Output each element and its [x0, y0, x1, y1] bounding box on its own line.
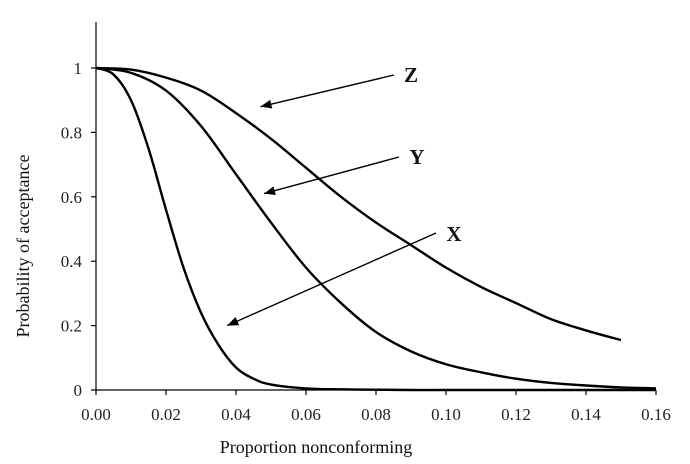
- curve-label-z: Z: [404, 63, 418, 87]
- arrowhead-x: [227, 317, 240, 326]
- y-tick-label: 0.6: [61, 188, 82, 207]
- y-tick-label: 0.2: [61, 317, 82, 336]
- tick-marks: 0.00 0.02 0.04 0.06 0.08 0.10 0.12 0.14 0.16 0 0.2…: [61, 59, 671, 424]
- x-tick-label: 0.12: [501, 405, 531, 424]
- x-tick-label: 0.06: [291, 405, 321, 424]
- x-tick-label: 0.04: [221, 405, 251, 424]
- x-tick-label: 0.16: [641, 405, 671, 424]
- x-tick-label: 0.08: [361, 405, 391, 424]
- y-tick-label: 0.8: [61, 123, 82, 142]
- arrow-z: [260, 74, 395, 108]
- y-tick-label: 0: [74, 381, 83, 400]
- curve-z: [95, 66, 622, 342]
- arrowhead-z: [260, 99, 273, 109]
- curves: [95, 66, 657, 392]
- y-tick-label: 1: [74, 59, 83, 78]
- curve-label-x: X: [446, 222, 461, 246]
- y-tick-label: 0.4: [61, 252, 83, 271]
- arrow-x: [226, 232, 437, 327]
- curve-x: [95, 66, 656, 392]
- y-axis-label: Probability of acceptance: [13, 155, 33, 338]
- arrow-y: [263, 156, 400, 195]
- curve-y: [95, 66, 657, 390]
- arrowhead-y: [264, 186, 276, 196]
- x-tick-label: 0.00: [81, 405, 111, 424]
- x-tick-label: 0.10: [431, 405, 461, 424]
- curve-labels: Z Y X: [226, 63, 462, 327]
- x-tick-label: 0.14: [571, 405, 601, 424]
- axes: [95, 22, 656, 391]
- x-tick-label: 0.02: [151, 405, 181, 424]
- x-axis-label: Proportion nonconforming: [220, 437, 412, 457]
- curve-label-y: Y: [409, 145, 424, 169]
